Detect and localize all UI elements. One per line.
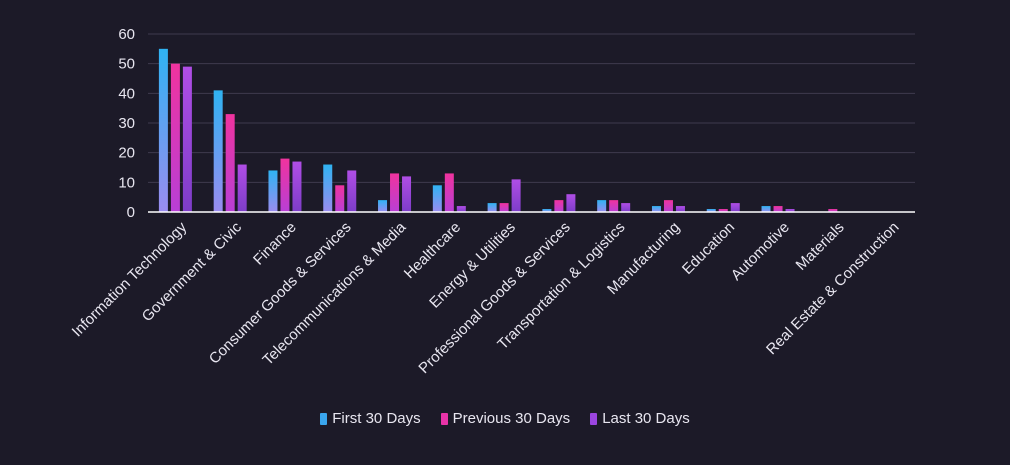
bar[interactable] (730, 203, 740, 212)
bar[interactable] (761, 206, 771, 212)
legend-item[interactable]: First 30 Days (320, 410, 421, 427)
bar[interactable] (542, 209, 552, 212)
x-tick-label: Government & Civic (139, 218, 246, 325)
bar[interactable] (597, 200, 607, 212)
y-tick-label: 20 (118, 145, 135, 162)
y-tick-label: 0 (127, 204, 135, 221)
legend-swatch-icon (320, 412, 328, 425)
bar[interactable] (225, 114, 235, 212)
bar[interactable] (706, 209, 716, 212)
legend-swatch-icon (440, 412, 448, 425)
chart-legend: First 30 Days Previous 30 Days Last 30 Day… (0, 410, 1010, 427)
legend-item[interactable]: Last 30 Days (590, 410, 690, 427)
bar[interactable] (268, 170, 278, 212)
bar[interactable] (444, 173, 454, 212)
bar[interactable] (675, 206, 685, 212)
bar[interactable] (213, 90, 223, 212)
bar[interactable] (651, 206, 661, 212)
bar[interactable] (323, 164, 333, 212)
bar[interactable] (432, 185, 442, 212)
x-tick-label: Automotive (728, 219, 793, 284)
bar[interactable] (292, 161, 302, 212)
bar[interactable] (487, 203, 497, 212)
legend-label: Previous 30 Days (452, 410, 571, 427)
bar[interactable] (663, 200, 673, 212)
bar[interactable] (718, 209, 728, 212)
bar[interactable] (182, 66, 192, 212)
bar[interactable] (402, 176, 412, 212)
bar[interactable] (347, 170, 357, 212)
x-tick-label: Materials (793, 219, 848, 274)
legend-swatch-icon (590, 412, 598, 425)
legend-label: First 30 Days (332, 410, 421, 427)
y-tick-label: 10 (118, 174, 135, 191)
y-tick-label: 40 (118, 85, 135, 102)
bar[interactable] (566, 194, 576, 212)
legend-item[interactable]: Previous 30 Days (440, 410, 571, 427)
bar[interactable] (378, 200, 388, 212)
bar[interactable] (609, 200, 619, 212)
y-tick-label: 60 (118, 26, 135, 43)
x-tick-label: Finance (250, 219, 300, 269)
bar[interactable] (554, 200, 564, 212)
bar[interactable] (828, 209, 838, 212)
bar[interactable] (280, 158, 290, 212)
bar[interactable] (499, 203, 509, 212)
y-tick-label: 30 (118, 115, 135, 132)
legend-label: Last 30 Days (602, 410, 690, 427)
bar[interactable] (621, 203, 631, 212)
bar[interactable] (237, 164, 247, 212)
bar[interactable] (785, 209, 795, 212)
bar[interactable] (390, 173, 400, 212)
bar[interactable] (456, 206, 466, 212)
bar[interactable] (773, 206, 783, 212)
bar[interactable] (170, 63, 180, 212)
bar[interactable] (335, 185, 345, 212)
bar[interactable] (511, 179, 521, 212)
y-tick-label: 50 (118, 56, 135, 73)
bar[interactable] (158, 48, 168, 213)
